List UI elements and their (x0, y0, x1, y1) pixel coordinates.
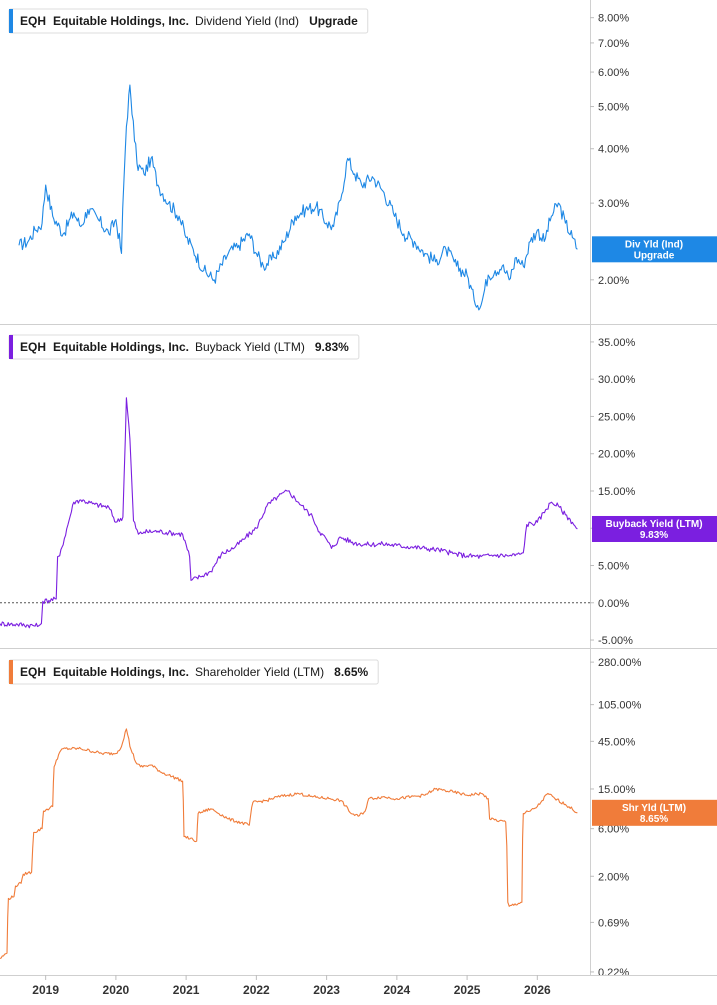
y-tick-label: 280.00% (598, 657, 642, 669)
legend-company: Equitable Holdings, Inc. (53, 14, 189, 28)
value-badge-value: 9.83% (640, 530, 668, 541)
y-tick-label: 2.00% (598, 871, 629, 883)
legend-color-swatch (9, 9, 13, 33)
series-line (0, 728, 578, 960)
value-badge-label: Div Yld (Ind) (625, 239, 683, 250)
legend-metric: Buyback Yield (LTM) (195, 340, 305, 354)
legend-company: Equitable Holdings, Inc. (53, 340, 189, 354)
x-tick-label: 2021 (173, 983, 200, 997)
value-badge-bg (592, 236, 717, 263)
legend-ticker: EQH (20, 340, 46, 354)
x-tick-label: 2025 (454, 983, 481, 997)
y-tick-label: 0.00% (598, 598, 629, 610)
y-tick-label: 4.00% (598, 144, 629, 156)
x-tick-label: 2019 (32, 983, 59, 997)
value-badge-bg (592, 515, 717, 542)
panel-2: 35.00%30.00%25.00%20.00%15.00%10.00%5.00… (0, 334, 717, 649)
value-badge-label: Shr Yld (LTM) (622, 803, 686, 814)
y-tick-label: 105.00% (598, 700, 642, 712)
y-tick-label: 8.00% (598, 13, 629, 25)
value-badge: Shr Yld (LTM)8.65% (592, 799, 717, 826)
legend-color-swatch (9, 335, 13, 359)
y-tick-label: 5.00% (598, 561, 629, 573)
value-badge-label: Buyback Yield (LTM) (605, 519, 702, 530)
legend-metric: Shareholder Yield (LTM) (195, 665, 324, 679)
legend[interactable]: EQH Equitable Holdings, Inc. Dividend Yiel… (8, 8, 369, 34)
x-tick-label: 2023 (313, 983, 340, 997)
legend-metric: Dividend Yield (Ind) (195, 14, 299, 28)
y-tick-label: 45.00% (598, 736, 636, 748)
legend-ticker: EQH (20, 665, 46, 679)
series-line (0, 397, 578, 629)
x-tick-label: 2022 (243, 983, 270, 997)
y-tick-label: 0.22% (598, 967, 629, 979)
value-badge-bg (592, 799, 717, 826)
panel-3: 280.00% 105.00% 45.00% 15.00% 6.00% 2.00% 0.69… (0, 657, 717, 979)
y-tick-label: 15.00% (598, 784, 636, 796)
panel-1: 8.00% 7.00% 6.00% 5.00% 4.00% 3.00% 2.00% EQH Eq… (0, 8, 717, 325)
y-tick-label: -5.00% (598, 635, 633, 647)
legend-value: 9.83% (315, 340, 349, 354)
value-badge-value: 8.65% (640, 814, 668, 825)
y-tick-label: 20.00% (598, 449, 636, 461)
value-badge-value: Upgrade (634, 250, 675, 261)
legend-color-swatch (9, 660, 13, 684)
y-tick-label: 3.00% (598, 198, 629, 210)
x-tick-label: 2026 (524, 983, 551, 997)
legend-value: Upgrade (309, 14, 358, 28)
y-tick-label: 25.00% (598, 411, 636, 423)
legend-ticker: EQH (20, 14, 46, 28)
legend[interactable]: EQH Equitable Holdings, Inc. Shareholder Y… (8, 659, 379, 685)
value-badge: Buyback Yield (LTM)9.83% (592, 515, 717, 542)
value-badge: Div Yld (Ind)Upgrade (592, 236, 717, 263)
y-tick-label: 0.69% (598, 917, 629, 929)
y-tick-label: 35.00% (598, 337, 636, 349)
x-tick-label: 2020 (103, 983, 130, 997)
x-tick-label: 2024 (383, 983, 410, 997)
y-tick-label: 5.00% (598, 102, 629, 114)
legend-value: 8.65% (334, 665, 368, 679)
series-line (18, 84, 578, 311)
x-axis: 2019 2020 2021 2022 2023 2024 2025 2026 (0, 975, 717, 997)
y-tick-label: 7.00% (598, 38, 629, 50)
legend-company: Equitable Holdings, Inc. (53, 665, 189, 679)
y-tick-label: 15.00% (598, 486, 636, 498)
y-tick-label: 6.00% (598, 67, 629, 79)
y-tick-label: 6.00% (598, 824, 629, 836)
y-tick-label: 30.00% (598, 374, 636, 386)
y-tick-label: 2.00% (598, 275, 629, 287)
chart-panels: 8.00% 7.00% 6.00% 5.00% 4.00% 3.00% 2.00% EQH Eq… (0, 0, 717, 979)
legend[interactable]: EQH Equitable Holdings, Inc. Buyback Yield… (8, 334, 360, 360)
